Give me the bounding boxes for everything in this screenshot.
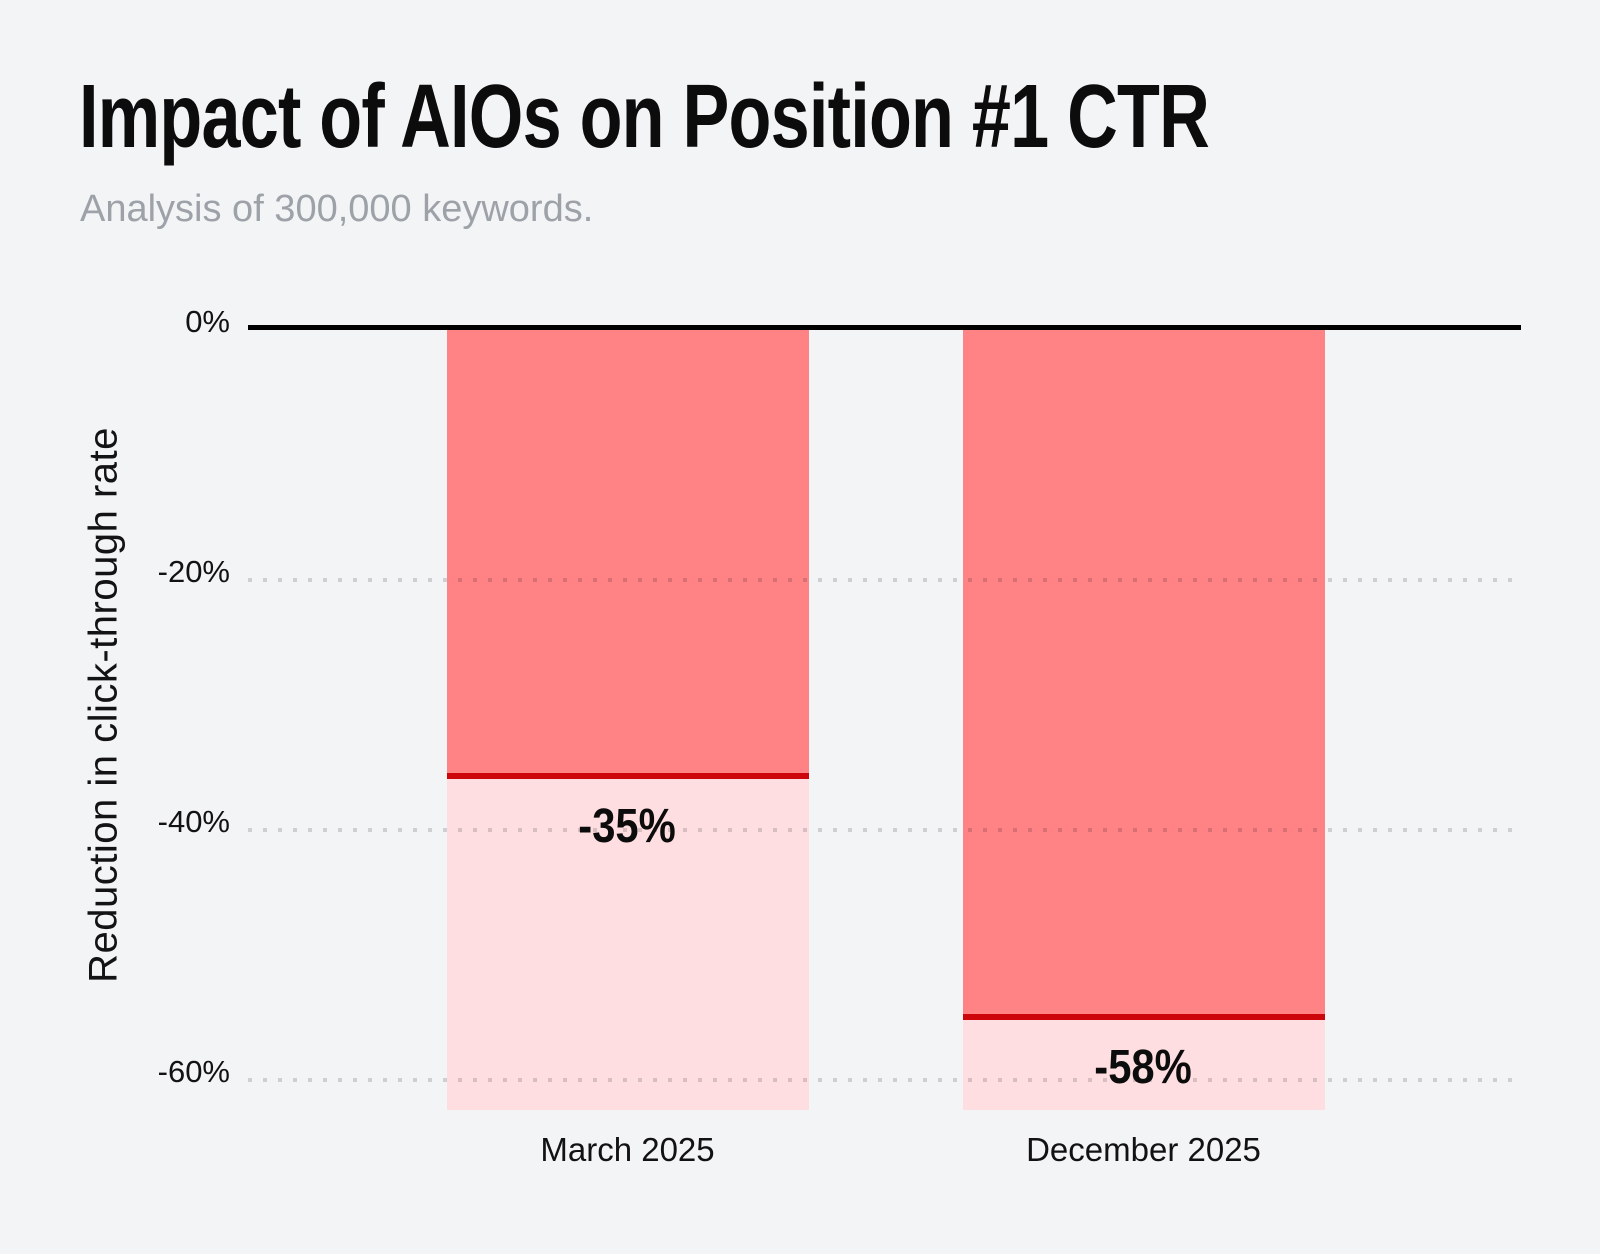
chart-subtitle: Analysis of 300,000 keywords. xyxy=(80,188,594,230)
bar-value-label: -58% xyxy=(963,1040,1325,1094)
y-tick-label: -40% xyxy=(157,803,230,839)
gridline-20 xyxy=(248,578,1521,582)
y-tick-label: -20% xyxy=(157,553,230,589)
bar-value-label: -35% xyxy=(447,799,809,853)
bar-track xyxy=(962,1019,1325,1110)
zero-axis-line xyxy=(248,325,1521,330)
y-tick-label: 0% xyxy=(185,303,230,339)
bar-value-line xyxy=(446,772,809,779)
bar-value-label-text: -58% xyxy=(1094,1040,1193,1094)
chart-title: Impact of AIOs on Position #1 CTR xyxy=(79,67,1210,167)
x-category-label: December 2025 xyxy=(1026,1131,1261,1168)
y-axis-title: Reduction in click-through rate xyxy=(81,427,126,983)
bar-fill xyxy=(446,330,809,773)
gridline-60 xyxy=(248,1078,1521,1082)
bar-fill xyxy=(962,330,1325,1014)
x-category-label: March 2025 xyxy=(540,1131,715,1168)
bar-value-line xyxy=(962,1013,1325,1020)
bar-value-label-text: -35% xyxy=(578,799,677,853)
y-tick-label: -60% xyxy=(157,1053,230,1089)
gridline-40 xyxy=(248,828,1521,832)
bar-track xyxy=(446,778,809,1110)
